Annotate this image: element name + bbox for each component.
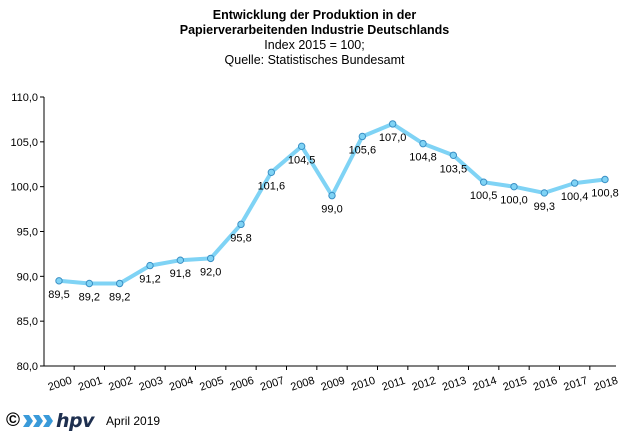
- data-point: [510, 182, 518, 191]
- x-tick-label: 2004: [168, 375, 195, 394]
- data-label: 101,6: [258, 180, 286, 192]
- data-label: 89,2: [109, 292, 130, 304]
- data-point: [358, 132, 367, 141]
- y-tick-label: 85,0: [17, 316, 38, 328]
- data-label: 105,6: [349, 144, 377, 156]
- data-label: 92,0: [200, 266, 221, 278]
- data-point: [388, 120, 397, 128]
- hpv-logo-icon: [23, 415, 53, 427]
- data-point: [570, 179, 579, 187]
- footer: © hpv April 2019: [6, 410, 160, 432]
- x-tick-label: 2003: [138, 375, 165, 394]
- x-tick-label: 2002: [107, 375, 134, 394]
- x-tick-label: 2016: [532, 375, 559, 394]
- hpv-logo: hpv: [22, 410, 95, 432]
- footer-date: April 2019: [106, 414, 161, 428]
- data-label: 99,0: [321, 204, 342, 216]
- data-label: 91,2: [139, 274, 160, 286]
- data-label: 100,0: [500, 195, 528, 207]
- data-point: [115, 279, 124, 288]
- y-tick-label: 100,0: [10, 182, 38, 194]
- data-label: 91,8: [170, 268, 191, 280]
- x-tick-label: 2017: [562, 375, 589, 394]
- data-point: [267, 168, 276, 177]
- x-tick-label: 2012: [411, 375, 438, 394]
- data-label: 89,5: [48, 289, 69, 301]
- data-label: 89,2: [79, 292, 100, 304]
- x-tick-label: 2014: [471, 375, 498, 394]
- y-tick-label: 105,0: [10, 137, 38, 149]
- chart-title-line2: Papierverarbeitenden Industrie Deutschla…: [179, 23, 450, 37]
- data-label: 100,5: [470, 190, 498, 202]
- data-point: [237, 220, 245, 229]
- x-tick-label: 2006: [229, 375, 256, 394]
- data-label: 107,0: [379, 132, 407, 144]
- x-tick-label: 2008: [289, 375, 316, 394]
- data-point: [479, 178, 488, 186]
- data-point: [449, 151, 458, 159]
- x-tick-label: 2005: [198, 375, 225, 394]
- data-point: [206, 254, 215, 263]
- chart-title-block: Entwicklung der Produktion in der Papier…: [0, 8, 629, 68]
- x-tick-label: 2010: [350, 375, 377, 394]
- x-tick-label: 2001: [77, 375, 104, 394]
- x-tick-label: 2015: [502, 375, 529, 394]
- x-tick-label: 2007: [259, 375, 286, 394]
- data-label: 95,8: [230, 232, 251, 244]
- data-point: [146, 261, 154, 270]
- data-point: [601, 175, 609, 184]
- data-point: [540, 189, 549, 197]
- x-tick-label: 2011: [381, 375, 407, 394]
- data-label: 104,5: [288, 154, 316, 166]
- data-point: [328, 191, 336, 200]
- hpv-logo-text: hpv: [56, 410, 95, 432]
- y-tick-label: 90,0: [17, 271, 38, 283]
- chart-title-line1: Entwicklung der Produktion in der: [212, 8, 417, 22]
- y-tick-label: 110,0: [11, 92, 38, 104]
- data-label: 99,3: [534, 201, 555, 213]
- chart-subtitle-line1: Index 2015 = 100;: [264, 38, 365, 52]
- y-tick-label: 95,0: [17, 227, 38, 239]
- copyright-symbol: ©: [6, 410, 20, 431]
- x-tick-label: 2000: [47, 375, 74, 394]
- x-tick-label: 2013: [441, 375, 468, 394]
- data-point: [419, 139, 427, 148]
- data-label: 100,4: [561, 191, 589, 203]
- data-label: 100,8: [591, 187, 619, 199]
- data-point: [55, 277, 63, 285]
- x-tick-label: 2009: [320, 375, 347, 394]
- data-label: 104,8: [409, 152, 437, 164]
- data-point: [85, 279, 94, 288]
- y-tick-label: 80,0: [17, 361, 38, 373]
- chart-subtitle-line2: Quelle: Statistisches Bundesamt: [224, 53, 405, 67]
- data-point: [297, 142, 306, 151]
- x-tick-label: 2018: [593, 375, 620, 394]
- data-label: 103,5: [440, 163, 468, 175]
- data-point: [176, 256, 185, 264]
